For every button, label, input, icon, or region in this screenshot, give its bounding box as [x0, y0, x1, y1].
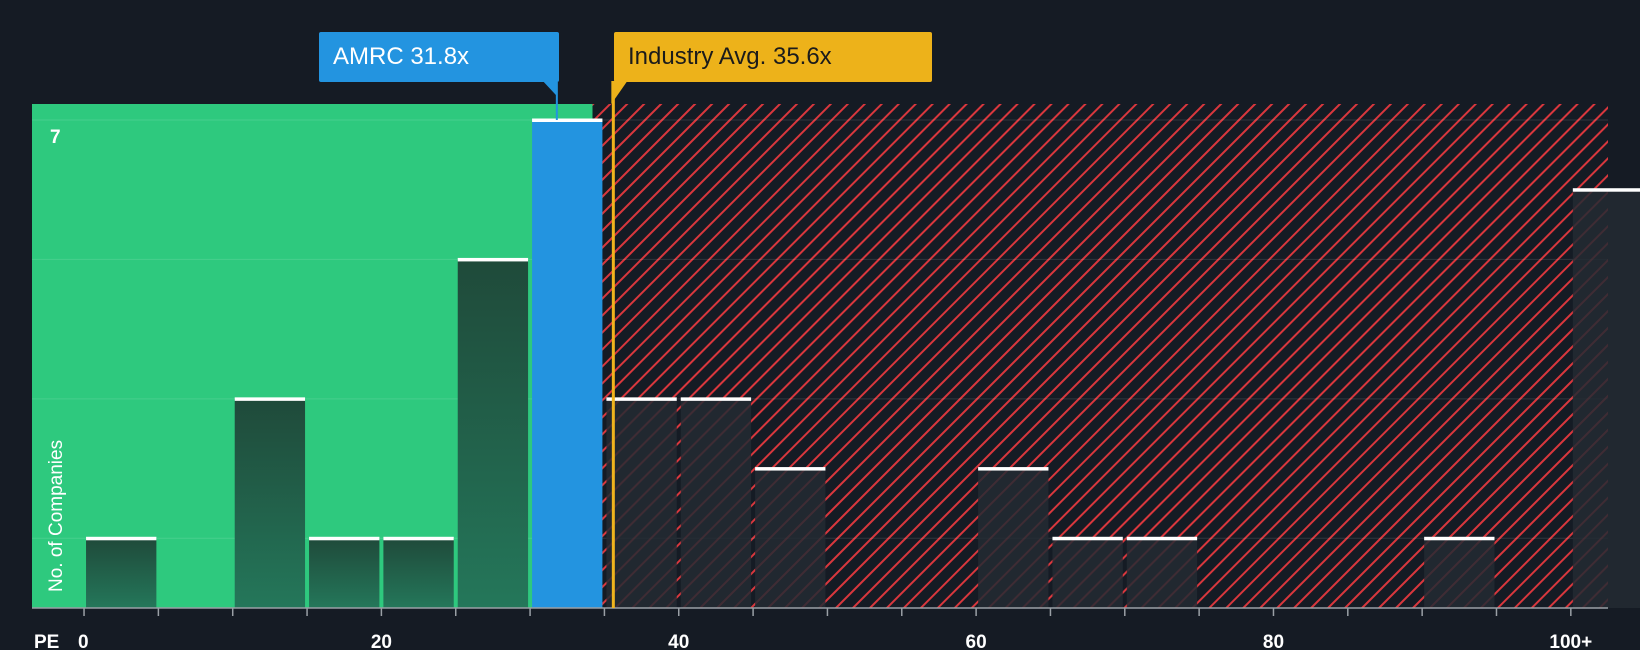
histogram-bar	[234, 398, 306, 608]
bar-cap	[606, 397, 677, 401]
company-label-tail	[542, 81, 557, 96]
histogram-bar	[1052, 538, 1123, 608]
histogram-bar	[1126, 538, 1198, 608]
histogram-bar	[978, 468, 1049, 608]
bar-cap	[978, 467, 1049, 471]
bar-cap	[234, 397, 306, 401]
histogram-bar	[680, 398, 752, 608]
x-axis-title: PE	[34, 632, 59, 650]
bar-cap	[1572, 188, 1640, 192]
bar-cap	[86, 536, 157, 541]
bars	[86, 118, 1640, 608]
bar-cap	[309, 536, 380, 541]
bar-cap	[383, 536, 454, 541]
histogram-bar	[86, 538, 157, 608]
industry-label-tail	[611, 81, 628, 104]
x-axis-ticks: 0 20 40 60 80 100+	[78, 608, 1592, 650]
y-tick-label: 7	[50, 127, 61, 148]
company-pe-label: AMRC 31.8x	[319, 32, 559, 82]
bar-cap	[680, 397, 752, 401]
y-axis-ticks: 7	[50, 127, 61, 148]
company-bar	[532, 120, 603, 608]
bar-cap	[1126, 536, 1198, 541]
bar-cap	[457, 257, 529, 262]
histogram-bar	[1424, 538, 1495, 608]
histogram-bar	[457, 259, 529, 608]
x-tick-label: 20	[371, 632, 392, 650]
histogram-bar	[309, 538, 380, 608]
x-tick-label: 80	[1263, 632, 1284, 650]
bar-cap	[1424, 536, 1495, 541]
bar-cap	[755, 467, 826, 471]
y-axis-title: No. of Companies	[46, 440, 67, 592]
x-tick-label: 60	[966, 632, 987, 650]
histogram-bar	[755, 468, 826, 608]
x-tick-label: 0	[78, 632, 89, 650]
histogram-bar	[1572, 189, 1640, 608]
x-tick-label: 100+	[1549, 632, 1592, 650]
histogram-bar	[383, 538, 454, 608]
bar-cap	[1052, 536, 1123, 541]
x-tick-label: 40	[668, 632, 689, 650]
histogram-bar	[606, 398, 677, 608]
industry-average-label: Industry Avg. 35.6x	[614, 32, 932, 82]
bar-cap	[532, 118, 603, 122]
